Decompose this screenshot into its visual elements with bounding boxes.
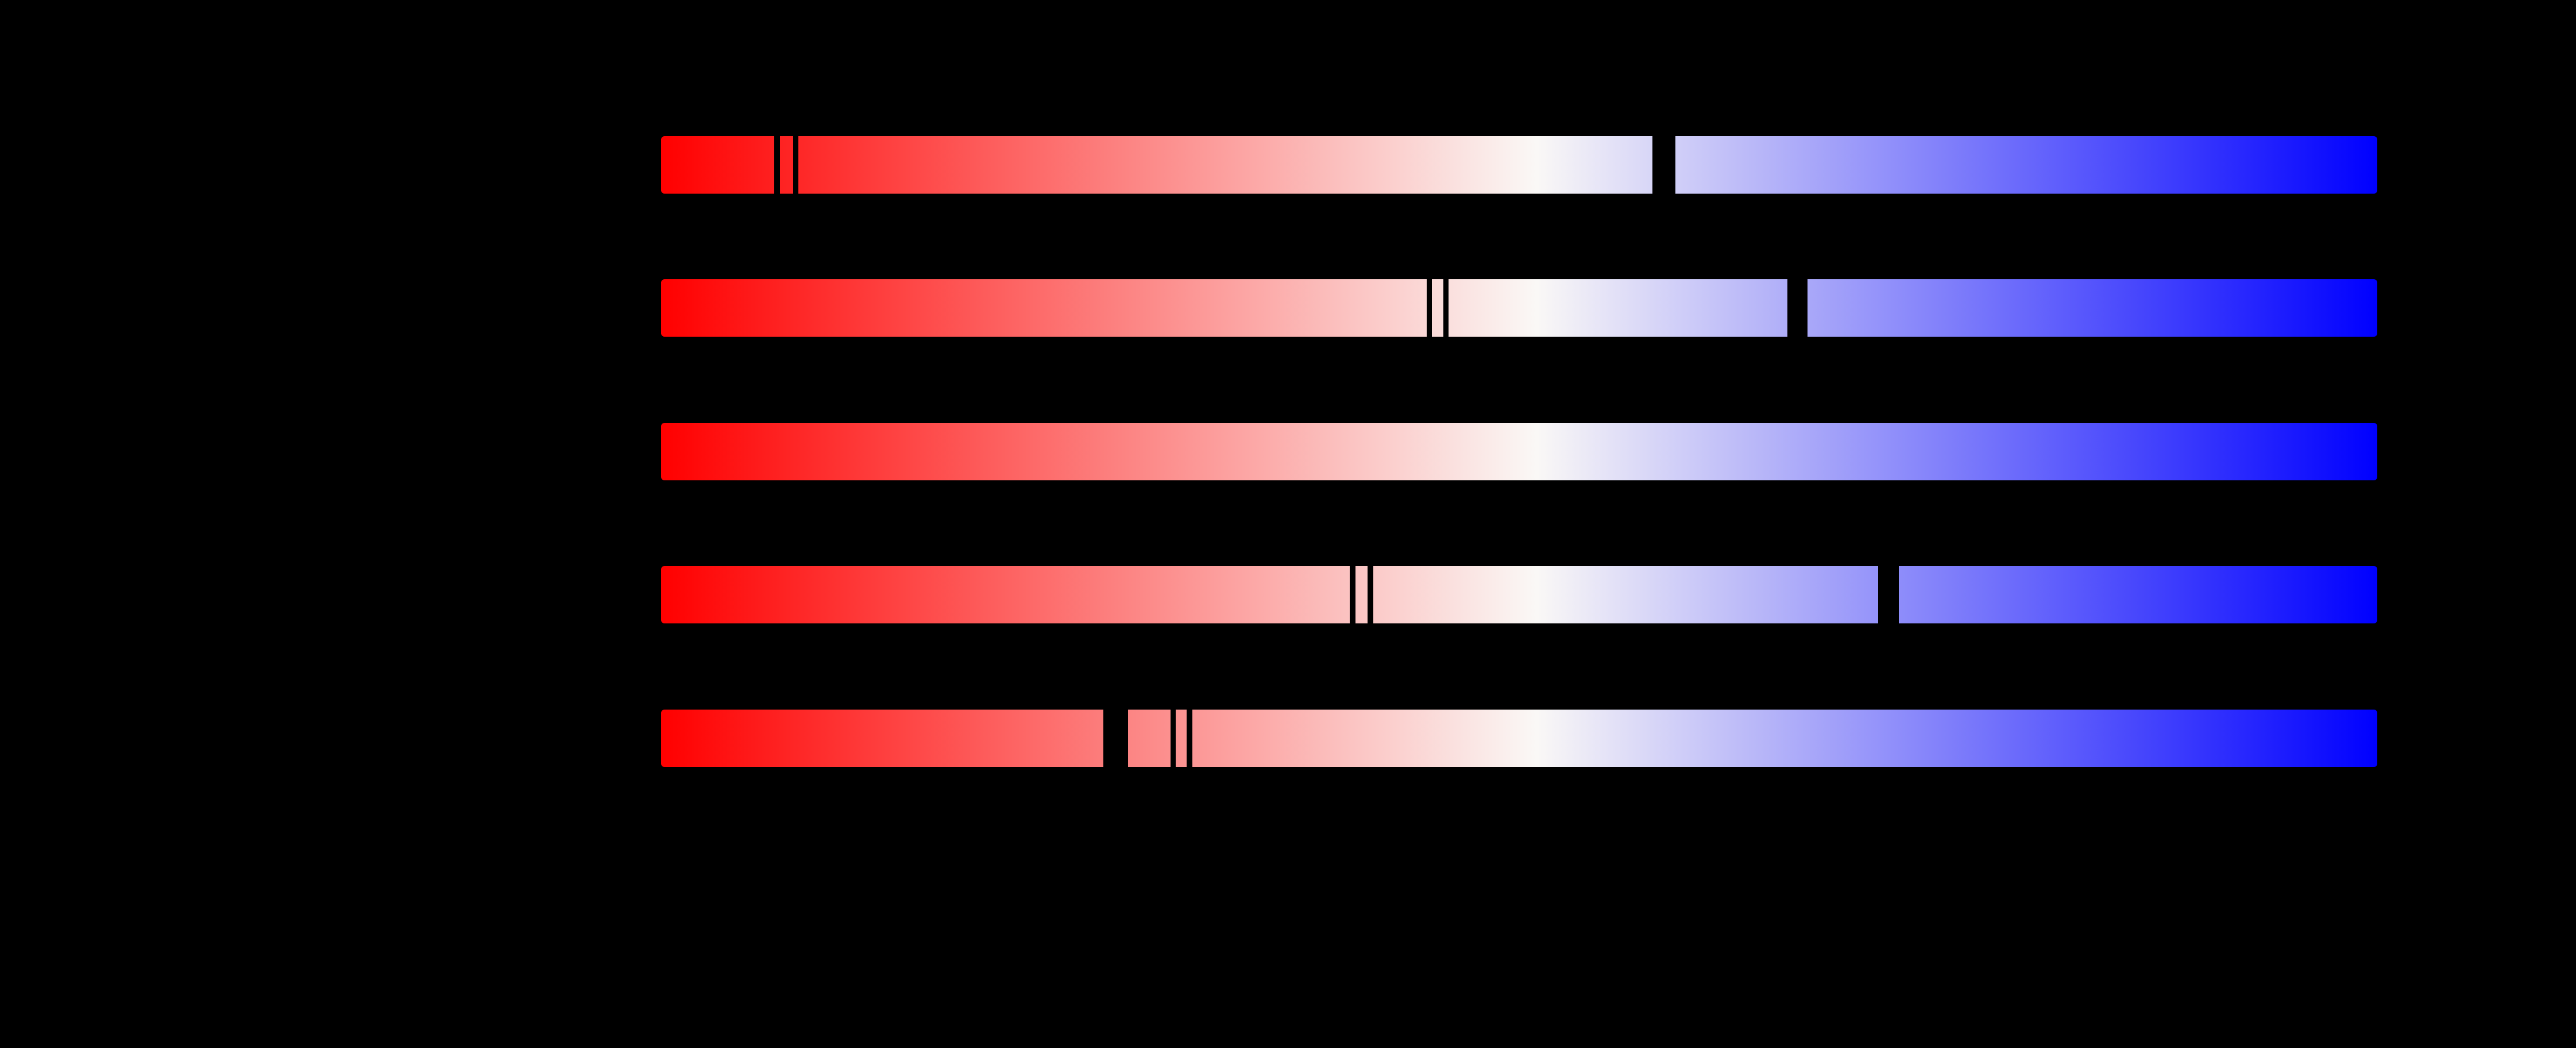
gradient-bar-row-2 [661,279,2377,337]
segment-gap [1878,565,1899,624]
gradient-bar-row-1 [661,136,2377,194]
tick-marker [774,136,780,194]
segment-gap [1652,136,1675,194]
gradient-bar-row-5 [661,709,2377,768]
segment-gap [1103,709,1128,768]
segment-gap [1787,279,1808,337]
tick-marker [1368,565,1373,624]
tick-marker [793,136,798,194]
gradient-bar-row-3 [661,423,2377,480]
tick-marker [1427,279,1432,337]
gradient-bar-row-4 [661,565,2377,624]
tick-marker [1443,279,1449,337]
tick-marker [1350,565,1355,624]
tick-marker [1187,709,1192,768]
tick-marker [1171,709,1176,768]
